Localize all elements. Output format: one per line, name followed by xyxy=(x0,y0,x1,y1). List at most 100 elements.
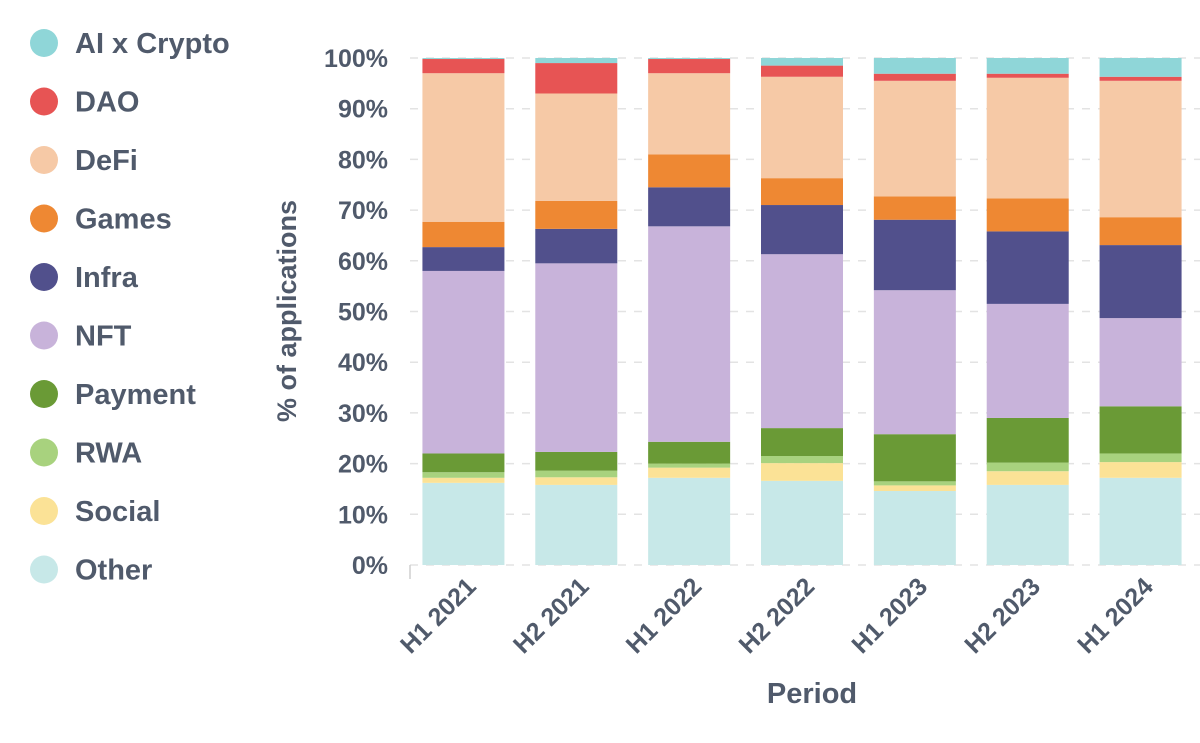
bar-segment-other xyxy=(535,484,618,565)
legend-label: Infra xyxy=(75,262,139,294)
bar-stack-h2-2023 xyxy=(986,58,1069,565)
legend-label: Other xyxy=(75,555,152,587)
bar-segment-games xyxy=(422,221,505,248)
bar-segment-payment xyxy=(1099,406,1182,454)
bar-segment-social xyxy=(648,467,731,478)
bar-segment-social xyxy=(535,477,618,485)
bar-stack-h1-2022 xyxy=(648,58,731,565)
bar-segment-nft xyxy=(535,263,618,452)
y-tick-label: 90% xyxy=(338,96,388,124)
bar-stack-h1-2023 xyxy=(873,58,956,565)
x-tick-label: H1 2021 xyxy=(395,572,482,659)
x-tick-label: H2 2021 xyxy=(508,572,595,659)
legend-item-other: Other xyxy=(30,555,152,587)
bar-segment-games xyxy=(1099,217,1182,246)
legend-swatch-icon xyxy=(30,204,58,233)
legend-item-dao: DAO xyxy=(30,87,139,119)
bar-stack-h1-2024 xyxy=(1099,58,1182,565)
legend: AI x Crypto DAO DeFi Games Infra NFT Payment RW… xyxy=(30,28,230,587)
bar-segment-ai-x-crypto xyxy=(648,58,731,60)
bar-segment-games xyxy=(648,154,731,188)
bar-segment-ai-x-crypto xyxy=(422,58,505,60)
bar-segment-other xyxy=(422,482,505,565)
bar-segment-social xyxy=(873,485,956,491)
legend-label: RWA xyxy=(75,438,142,470)
bar-segment-dao xyxy=(648,59,731,74)
bar-segment-rwa xyxy=(422,472,505,478)
bar-segment-defi xyxy=(873,80,956,197)
y-tick-label: 80% xyxy=(338,146,388,174)
y-tick-label: 50% xyxy=(338,299,388,327)
bar-segment-infra xyxy=(873,219,956,291)
x-tick-label: H1 2022 xyxy=(621,572,708,659)
bar-segment-payment xyxy=(535,451,618,471)
bar-segment-nft xyxy=(648,226,731,442)
bar-segment-payment xyxy=(422,453,505,473)
bar-segment-payment xyxy=(873,434,956,482)
bar-segment-ai-x-crypto xyxy=(986,58,1069,74)
bar-segment-rwa xyxy=(648,463,731,468)
y-tick-label: 100% xyxy=(324,45,388,73)
bar-segment-infra xyxy=(761,205,843,255)
bar-segment-defi xyxy=(535,93,618,201)
legend-item-ai-x-crypto: AI x Crypto xyxy=(30,28,230,60)
legend-swatch-icon xyxy=(30,87,58,116)
legend-item-defi: DeFi xyxy=(30,145,138,177)
y-tick-label: 30% xyxy=(338,400,388,428)
x-axis-ticks: H1 2021 H2 2021 H1 2022 H2 2022 H1 2023 H2 20… xyxy=(395,572,1159,659)
bar-segment-social xyxy=(761,463,843,481)
bar-segment-rwa xyxy=(535,470,618,478)
bar-segment-dao xyxy=(761,65,843,77)
bar-segment-dao xyxy=(535,63,618,94)
y-tick-label: 60% xyxy=(338,248,388,276)
legend-item-games: Games xyxy=(30,204,172,236)
bar-segment-ai-x-crypto xyxy=(1099,58,1182,77)
legend-swatch-icon xyxy=(30,497,58,525)
bar-segment-payment xyxy=(648,441,731,464)
bar-segment-other xyxy=(873,490,956,565)
bar-segment-rwa xyxy=(873,481,956,486)
y-tick-label: 40% xyxy=(338,349,388,377)
y-axis-label: % of applications xyxy=(272,200,302,422)
bar-segment-rwa xyxy=(761,455,843,464)
bar-segment-payment xyxy=(761,428,843,456)
bar-stack-h2-2021 xyxy=(535,58,618,565)
y-axis-ticks: 0% 10% 20% 30% 40% 50% 60% 70% 80% 90% 100% xyxy=(324,45,388,580)
legend-item-nft: NFT xyxy=(30,321,132,353)
bar-segment-nft xyxy=(1099,318,1182,407)
bars xyxy=(422,58,1182,565)
legend-item-social: Social xyxy=(30,496,160,528)
bar-segment-defi xyxy=(761,76,843,179)
bar-segment-defi xyxy=(986,77,1069,199)
legend-swatch-icon xyxy=(30,438,58,467)
bar-segment-social xyxy=(1099,462,1182,478)
legend-swatch-icon xyxy=(30,29,58,57)
legend-item-payment: Payment xyxy=(30,379,196,411)
legend-swatch-icon xyxy=(30,380,58,408)
bar-segment-nft xyxy=(873,290,956,435)
bar-stack-h2-2022 xyxy=(761,58,843,565)
legend-label: Payment xyxy=(75,379,196,411)
bar-segment-dao xyxy=(422,59,505,74)
bar-segment-rwa xyxy=(1099,453,1182,463)
y-tick-label: 10% xyxy=(338,501,388,529)
bar-segment-other xyxy=(648,477,731,565)
bar-segment-games xyxy=(873,196,956,220)
legend-label: Social xyxy=(75,496,160,528)
y-tick-label: 20% xyxy=(338,451,388,479)
bar-segment-nft xyxy=(761,254,843,429)
bar-segment-rwa xyxy=(986,462,1069,472)
bar-segment-other xyxy=(761,480,843,565)
bar-segment-dao xyxy=(986,73,1069,78)
bar-segment-social xyxy=(986,471,1069,485)
x-axis-label: Period xyxy=(767,678,857,710)
x-tick-label: H2 2022 xyxy=(734,572,821,659)
y-tick-label: 0% xyxy=(352,552,388,580)
bar-segment-games xyxy=(986,198,1069,232)
bar-segment-infra xyxy=(648,187,731,227)
bar-segment-defi xyxy=(1099,80,1182,218)
bar-segment-nft xyxy=(986,303,1069,418)
bar-stack-h1-2021 xyxy=(422,58,505,565)
x-tick-label: H1 2024 xyxy=(1072,572,1159,659)
